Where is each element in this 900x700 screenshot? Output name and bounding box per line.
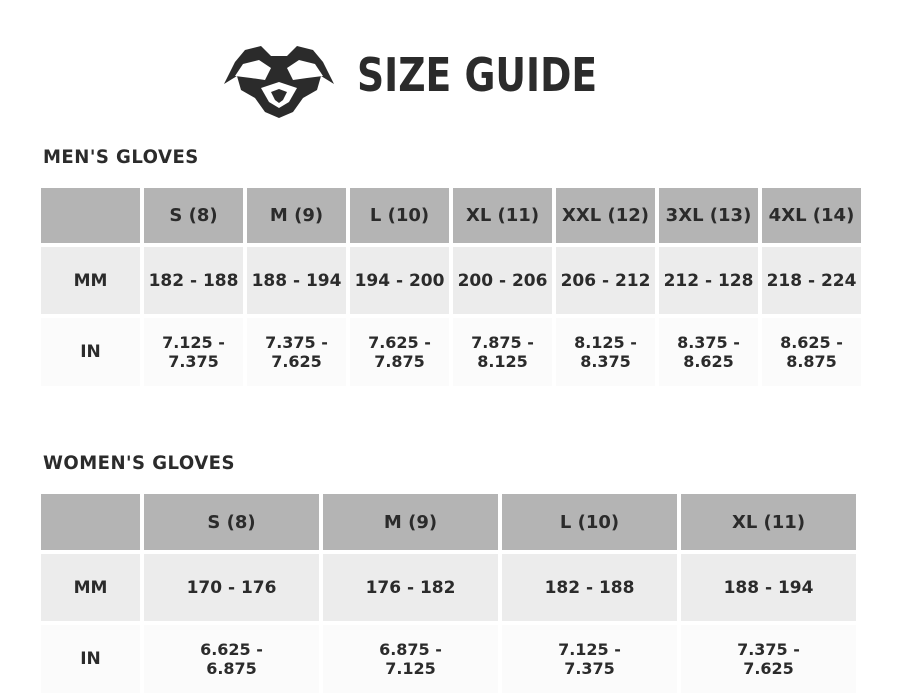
in-value: 8.375 -8.625 — [659, 318, 758, 386]
size-header: XL (11) — [681, 494, 856, 550]
size-header: 4XL (14) — [762, 188, 861, 243]
mm-value: 188 - 194 — [681, 554, 856, 621]
in-value: 7.875 -8.125 — [453, 318, 552, 386]
in-value: 7.125 -7.375 — [144, 318, 243, 386]
womens-size-table: S (8) M (9) L (10) XL (11) MM 170 - 176 … — [41, 494, 857, 693]
mm-value: 182 - 188 — [144, 247, 243, 314]
size-header: 3XL (13) — [659, 188, 758, 243]
mm-value: 200 - 206 — [453, 247, 552, 314]
size-header: M (9) — [247, 188, 346, 243]
size-header: XXL (12) — [556, 188, 655, 243]
table-header-corner — [41, 188, 140, 243]
in-value: 7.625 -7.875 — [350, 318, 449, 386]
table-header-corner — [41, 494, 140, 550]
size-header: M (9) — [323, 494, 498, 550]
mm-value: 176 - 182 — [323, 554, 498, 621]
in-value: 8.625 -8.875 — [762, 318, 861, 386]
mm-value: 194 - 200 — [350, 247, 449, 314]
in-row-label: IN — [41, 625, 140, 693]
in-row-label: IN — [41, 318, 140, 386]
size-header: L (10) — [502, 494, 677, 550]
in-value: 7.375 -7.625 — [247, 318, 346, 386]
in-value: 8.125 -8.375 — [556, 318, 655, 386]
mm-value: 188 - 194 — [247, 247, 346, 314]
in-value: 7.125 -7.375 — [502, 625, 677, 693]
size-header: XL (11) — [453, 188, 552, 243]
mm-value: 170 - 176 — [144, 554, 319, 621]
fox-head-logo-icon — [223, 46, 334, 118]
mm-value: 218 - 224 — [762, 247, 861, 314]
page-title: SIZE GUIDE — [356, 48, 597, 102]
size-header: S (8) — [144, 188, 243, 243]
in-value: 6.625 -6.875 — [144, 625, 319, 693]
in-value: 7.375 -7.625 — [681, 625, 856, 693]
mm-value: 182 - 188 — [502, 554, 677, 621]
mm-row-label: MM — [41, 554, 140, 621]
mm-row-label: MM — [41, 247, 140, 314]
womens-gloves-title: WOMEN'S GLOVES — [43, 452, 235, 474]
mens-size-table: S (8) M (9) L (10) XL (11) XXL (12) 3XL … — [41, 188, 861, 386]
mm-value: 206 - 212 — [556, 247, 655, 314]
mens-gloves-title: MEN'S GLOVES — [43, 146, 199, 168]
size-header: L (10) — [350, 188, 449, 243]
page-header: SIZE GUIDE — [0, 30, 900, 120]
in-value: 6.875 -7.125 — [323, 625, 498, 693]
size-header: S (8) — [144, 494, 319, 550]
mm-value: 212 - 128 — [659, 247, 758, 314]
